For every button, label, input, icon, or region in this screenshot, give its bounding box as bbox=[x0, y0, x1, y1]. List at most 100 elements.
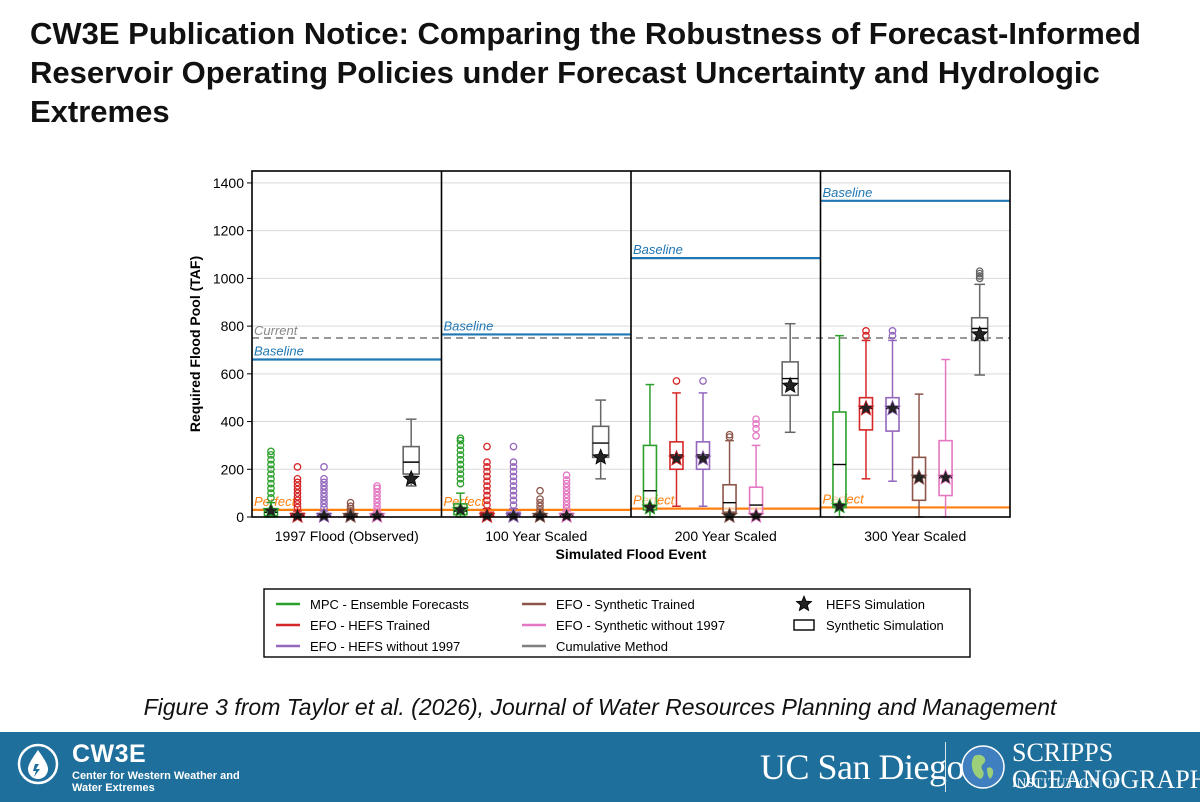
hefs-star bbox=[262, 501, 280, 519]
outlier-point bbox=[509, 486, 518, 495]
panel-label: 100 Year Scaled bbox=[485, 528, 587, 544]
hefs-star bbox=[720, 506, 739, 524]
outlier-point bbox=[509, 472, 518, 481]
legend-label: EFO - HEFS without 1997 bbox=[310, 639, 460, 654]
hefs-star bbox=[781, 376, 799, 394]
outlier-point bbox=[483, 442, 491, 451]
outlier-point bbox=[267, 451, 275, 459]
series-mpc bbox=[451, 434, 470, 518]
series-hefs bbox=[857, 327, 875, 480]
outlier-point bbox=[699, 377, 707, 385]
outlier-point bbox=[456, 434, 465, 443]
outlier-point bbox=[373, 491, 381, 500]
hefs-star bbox=[315, 506, 333, 524]
outlier-point bbox=[373, 498, 381, 507]
box bbox=[938, 439, 953, 497]
hefs-star bbox=[971, 325, 989, 342]
outlier-point bbox=[862, 331, 870, 340]
hefs-star bbox=[667, 449, 686, 466]
outlier-point bbox=[752, 432, 760, 440]
y-axis-label: Required Flood Pool (TAF) bbox=[187, 256, 203, 432]
globe-icon bbox=[961, 745, 1005, 789]
outlier-point bbox=[509, 463, 518, 471]
series-syn97 bbox=[747, 415, 765, 524]
outlier-point bbox=[509, 496, 518, 505]
series-mpc bbox=[830, 334, 849, 518]
outlier-point bbox=[483, 486, 491, 495]
outlier-point bbox=[456, 441, 465, 450]
legend-item-cum: Cumulative Method bbox=[522, 639, 668, 654]
legend-star-icon bbox=[795, 594, 813, 612]
outlier-point bbox=[320, 496, 328, 505]
panel-label: 300 Year Scaled bbox=[864, 528, 966, 544]
outlier-point bbox=[975, 274, 984, 283]
outlier-point bbox=[293, 478, 302, 487]
hefs-star bbox=[531, 506, 549, 524]
outlier-point bbox=[509, 467, 518, 476]
outlier-point bbox=[267, 479, 275, 488]
outlier-point bbox=[536, 486, 544, 495]
series-hefs bbox=[667, 377, 686, 508]
panel-label: 1997 Flood (Observed) bbox=[275, 528, 419, 544]
y-tick-label: 200 bbox=[221, 461, 245, 477]
hefs-star bbox=[558, 506, 576, 524]
outlier-point bbox=[536, 495, 544, 503]
outlier-point bbox=[267, 470, 275, 478]
outlier-point bbox=[456, 479, 465, 488]
outlier-point bbox=[320, 485, 328, 494]
outlier-point bbox=[293, 463, 302, 471]
series-hefs97 bbox=[315, 463, 333, 524]
baseline-label: Baseline bbox=[823, 185, 873, 200]
legend-frame bbox=[263, 588, 971, 658]
hefs-star bbox=[857, 399, 875, 416]
outlier-point bbox=[293, 482, 302, 490]
outlier-point bbox=[509, 477, 518, 486]
outlier-point bbox=[562, 497, 571, 506]
outlier-point bbox=[562, 494, 571, 502]
hefs-star bbox=[402, 469, 420, 487]
series-hefs97 bbox=[883, 327, 902, 482]
hefs-star bbox=[830, 497, 849, 514]
outlier-point bbox=[267, 460, 275, 469]
hefs-star bbox=[747, 506, 765, 524]
current-label: Current bbox=[254, 323, 299, 338]
legend-item-syn97: EFO - Synthetic without 1997 bbox=[522, 618, 725, 633]
outlier-point bbox=[456, 451, 465, 459]
hefs-star bbox=[288, 506, 307, 524]
series-cum bbox=[970, 267, 989, 376]
baseline-label: Baseline bbox=[444, 318, 494, 333]
outlier-point bbox=[975, 272, 984, 280]
outlier-point bbox=[373, 495, 381, 503]
series-mpc bbox=[262, 447, 280, 519]
outlier-point bbox=[509, 491, 518, 500]
y-tick-label: 1400 bbox=[213, 175, 244, 191]
outlier-point bbox=[562, 471, 571, 480]
outlier-point bbox=[456, 446, 465, 455]
panel-label: 200 Year Scaled bbox=[675, 528, 777, 544]
outlier-point bbox=[346, 498, 355, 507]
series-cum bbox=[781, 322, 799, 434]
y-tick-label: 0 bbox=[236, 509, 244, 525]
legend-label: EFO - HEFS Trained bbox=[310, 618, 430, 633]
outlier-point bbox=[267, 465, 275, 474]
outlier-point bbox=[752, 415, 760, 424]
panel: BaselinePerfect200 Year Scaled bbox=[631, 242, 821, 544]
hefs-star bbox=[451, 500, 470, 518]
legend-item-mpc: MPC - Ensemble Forecasts bbox=[276, 597, 469, 612]
hefs-star bbox=[694, 449, 712, 466]
outlier-point bbox=[293, 474, 302, 483]
outlier-point bbox=[456, 460, 465, 469]
y-tick-label: 400 bbox=[221, 414, 245, 430]
legend-label: EFO - Synthetic without 1997 bbox=[556, 618, 725, 633]
outlier-point bbox=[320, 463, 328, 471]
hefs-star bbox=[368, 506, 386, 524]
outlier-point bbox=[373, 482, 381, 490]
outlier-point bbox=[456, 470, 465, 478]
panel: Baseline Perfect 1997 Flood (Observed) bbox=[252, 344, 442, 544]
legend-label: MPC - Ensemble Forecasts bbox=[310, 597, 469, 612]
hefs-star bbox=[883, 399, 902, 416]
outlier-point bbox=[562, 486, 571, 495]
scripps-word: SCRIPPS bbox=[1012, 738, 1114, 767]
scripps-institution: INSTITUTION OF bbox=[1012, 775, 1121, 790]
